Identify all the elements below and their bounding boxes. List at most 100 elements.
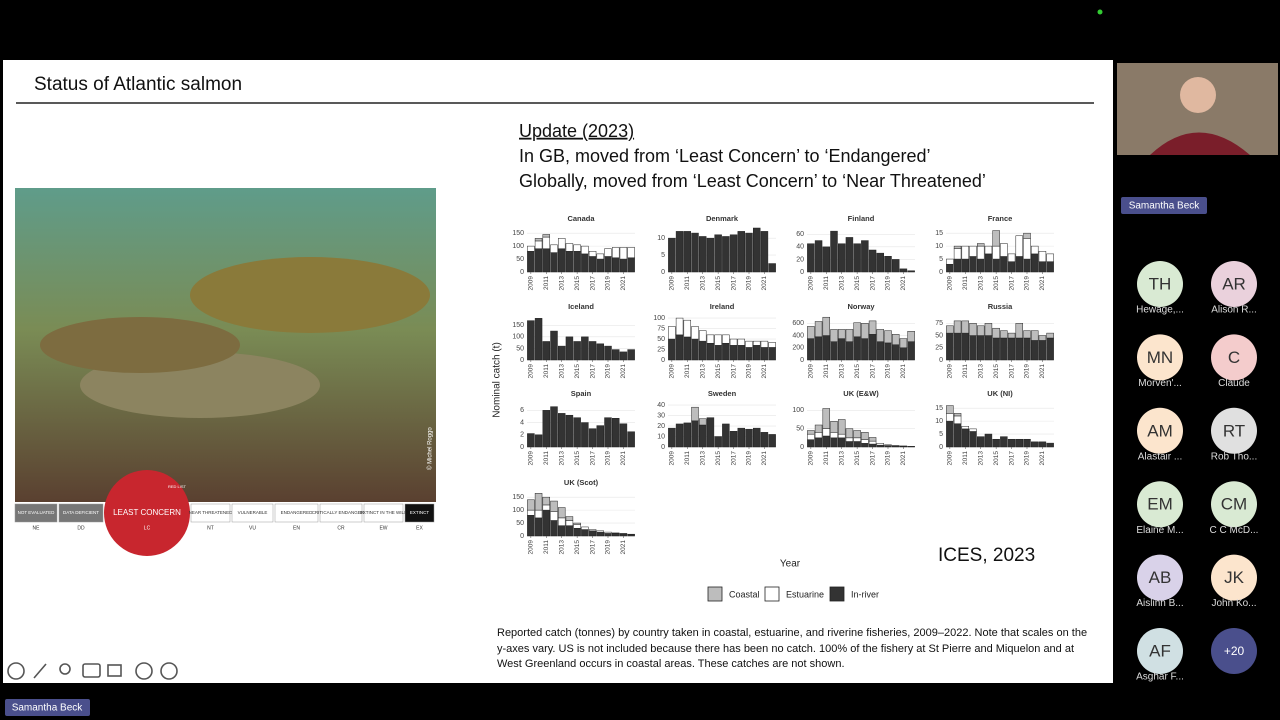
bar-segment [565, 520, 574, 526]
bar-segment [976, 258, 985, 273]
participant-avatar[interactable] [1137, 261, 1183, 307]
participant-avatar[interactable] [1137, 481, 1183, 528]
participant-name: Elaine M... [1136, 525, 1183, 536]
bar-segment [588, 256, 597, 273]
x-tick-label: 2015 [715, 276, 722, 291]
participant-avatar[interactable] [1211, 261, 1257, 307]
y-tick-label: 6 [520, 407, 524, 414]
x-tick-label: 2013 [699, 276, 706, 291]
bar-segment [691, 326, 699, 340]
bar-segment [853, 437, 861, 442]
x-tick-label: 2019 [605, 276, 612, 291]
bar-segment [1015, 256, 1024, 273]
bar-segment [969, 245, 977, 257]
bar-segment [668, 427, 676, 448]
bar-segment [953, 415, 962, 424]
participant-avatar[interactable] [1137, 628, 1183, 674]
participant-avatar[interactable] [1211, 481, 1257, 528]
bar-segment [946, 332, 954, 361]
bar-segment [1007, 337, 1016, 361]
bar-segment [814, 321, 823, 338]
pen-button[interactable] [33, 663, 47, 679]
bar-segment [946, 420, 954, 448]
x-tick-label: 2017 [869, 364, 876, 379]
y-tick-label: 75 [935, 320, 943, 327]
participant-initials: AB [1149, 568, 1172, 587]
x-tick-label: 2017 [1008, 364, 1015, 379]
participant-avatar[interactable] [1137, 554, 1183, 601]
bar-segment [822, 428, 831, 437]
x-tick-label: 2009 [528, 451, 535, 466]
bar-segment [984, 253, 993, 273]
bar-segment [760, 340, 769, 348]
bar-segment [581, 253, 589, 273]
footer-speaker: Samantha Beck [12, 703, 84, 714]
bar-segment [1046, 253, 1054, 262]
bar-segment [807, 433, 815, 440]
bar-segment [557, 413, 566, 448]
iucn-cell [319, 503, 363, 523]
source: ICES, 2023 [938, 545, 1035, 566]
fish [40, 317, 240, 373]
participant-initials: MN [1147, 348, 1173, 367]
x-tick-label: 2019 [605, 540, 612, 555]
bar-segment [1038, 441, 1047, 448]
participant-name: C C McD... [1210, 525, 1259, 536]
more-button[interactable] [135, 662, 153, 680]
participant-avatar[interactable] [1211, 628, 1257, 674]
zoom-button[interactable] [59, 663, 71, 675]
bar-segment [830, 421, 838, 433]
iucn-category: ENDANGERED [281, 510, 314, 515]
y-tick-label: 0 [939, 269, 943, 276]
update-line: Globally, moved from ‘Least Concern’ to … [519, 171, 986, 191]
x-tick-label: 2015 [993, 451, 1000, 466]
participant-avatar[interactable] [1211, 334, 1257, 381]
participant-avatar[interactable] [1211, 554, 1257, 601]
bar-segment [976, 335, 985, 361]
participant-initials: C [1228, 348, 1240, 367]
bar-segment [714, 345, 722, 361]
y-tick-label: 25 [657, 346, 665, 353]
bar-segment [729, 345, 738, 361]
bar-segment [611, 257, 620, 273]
y-tick-label: 10 [935, 418, 943, 425]
bar-segment [542, 410, 551, 448]
bar-segment [884, 342, 892, 361]
y-tick-label: 0 [520, 533, 524, 540]
bar-segment [557, 248, 566, 273]
bar-segment [627, 349, 635, 361]
bar-segment [737, 338, 746, 346]
bar-segment [876, 329, 885, 342]
x-tick-label: 2009 [808, 276, 815, 291]
participant-name: Alastair ... [1138, 451, 1182, 462]
bar-segment [573, 527, 581, 537]
bar-segment [969, 256, 977, 273]
next-button[interactable] [160, 662, 178, 680]
bar-segment [565, 336, 574, 361]
x-tick-label: 2017 [730, 451, 737, 466]
bar-segment [557, 517, 566, 526]
bar-segment [868, 437, 877, 442]
bar-segment [891, 259, 900, 273]
panel-title: UK (NI) [987, 389, 1013, 398]
video-button[interactable] [107, 664, 122, 677]
participant-avatar[interactable] [1137, 334, 1183, 381]
x-tick-label: 2015 [854, 364, 861, 379]
x-tick-label: 2011 [823, 364, 830, 378]
bar-segment [992, 438, 1000, 448]
bar-segment [683, 231, 692, 273]
cc-button[interactable] [82, 663, 101, 678]
participant-avatar[interactable] [1211, 407, 1257, 454]
bar-segment [953, 332, 962, 361]
x-tick-label: 2011 [962, 276, 969, 290]
participant-initials: AM [1147, 421, 1173, 440]
y-tick-label: 150 [512, 494, 524, 501]
back-button[interactable] [7, 662, 25, 680]
bar-segment [729, 431, 738, 448]
bar-segment [899, 347, 908, 361]
y-tick-label: 0 [800, 444, 804, 451]
bar-segment [534, 517, 543, 537]
bar-segment [1000, 436, 1008, 448]
bar-segment [714, 234, 722, 273]
participant-avatar[interactable] [1137, 407, 1183, 454]
